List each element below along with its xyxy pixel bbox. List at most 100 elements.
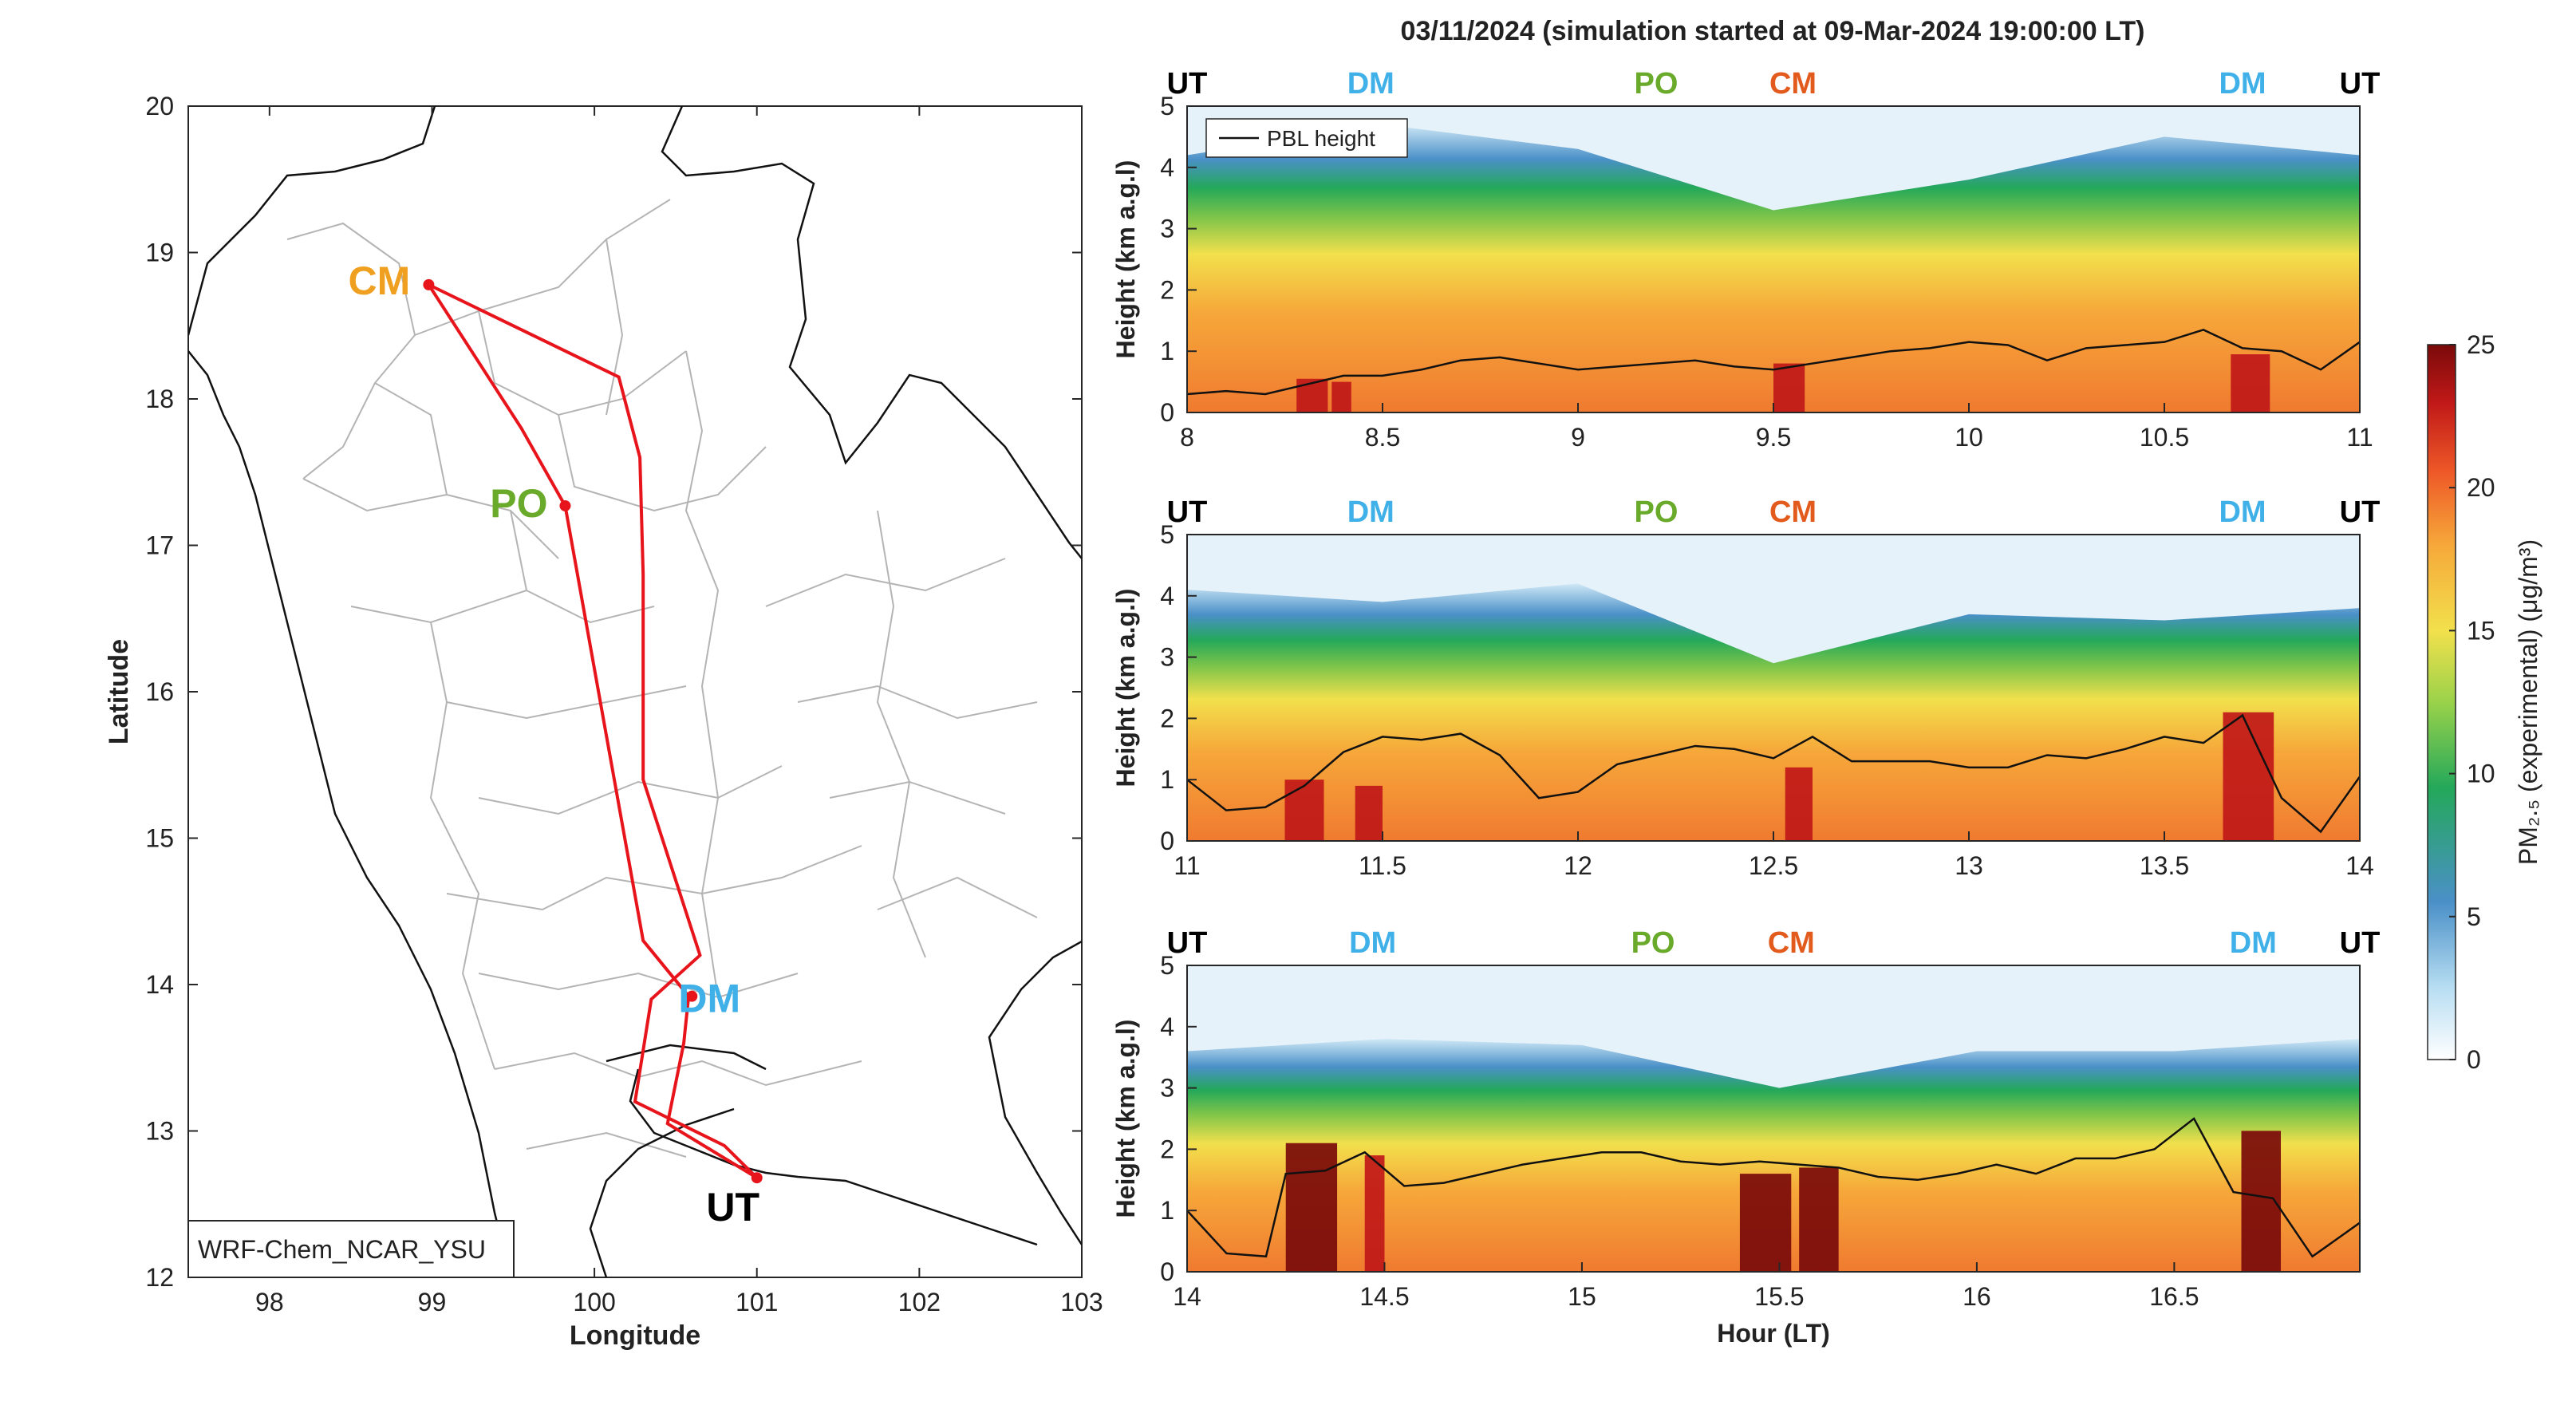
map-ytick-label: 19 (145, 239, 174, 267)
profile-xtick-label: 15 (1568, 1282, 1596, 1311)
profile-xlabel: Hour (LT) (1717, 1319, 1830, 1348)
station-marker-dm: DM (2219, 67, 2266, 101)
map-ytick-label: 13 (145, 1117, 174, 1146)
profile-xtick-label: 16 (1963, 1282, 1991, 1311)
profile-ylabel: Height (km a.g.l) (1111, 160, 1140, 359)
profile-ytick-label: 0 (1160, 1257, 1174, 1286)
station-label-dm: DM (678, 977, 740, 1021)
national-borders (188, 106, 1082, 1277)
map-xlabel: Longitude (570, 1320, 700, 1351)
colorbar-tick-label: 0 (2467, 1045, 2481, 1074)
legend-box (1205, 118, 1408, 158)
station-marker-cm: CM (1768, 926, 1815, 960)
station-marker-dm: DM (2219, 495, 2266, 529)
model-label: WRF-Chem_NCAR_YSU (198, 1235, 486, 1264)
profile-xtick-label: 16.5 (2149, 1282, 2199, 1311)
profile-ylabel: Height (km a.g.l) (1111, 589, 1140, 787)
colorbar-tick-label: 10 (2467, 760, 2495, 788)
profile-panel-3: 14 14.5 15 15.5 16 16.5 0 1 2 3 4 5 Height (km a.g.l… (1111, 926, 2380, 1348)
profile-xtick-label: 13.5 (2140, 851, 2189, 880)
profile-ytick-label: 4 (1160, 153, 1174, 182)
map-xtick-label: 101 (736, 1288, 778, 1316)
profile-legend: PBL height (1205, 118, 1408, 158)
profile-ytick-label: 1 (1160, 337, 1174, 365)
pm25-hotspot (1284, 780, 1324, 841)
map-ytick-label: 16 (145, 677, 174, 706)
station-label-cm: CM (348, 259, 410, 303)
polluted-layer (1187, 1039, 2360, 1272)
map-ytick-label: 20 (145, 92, 174, 120)
polluted-layer (1187, 124, 2360, 412)
map-ytick-label: 18 (145, 385, 174, 413)
map-ytick-label: 17 (145, 531, 174, 560)
map-ytick-label: 14 (145, 970, 174, 999)
pm25-hotspot (1799, 1167, 1839, 1272)
legend-entry-pbl: PBL height (1267, 126, 1375, 151)
colorbar-tick-label: 15 (2467, 616, 2495, 645)
pm25-hotspot (1785, 767, 1813, 841)
profile-xtick-label: 14 (1173, 1282, 1201, 1311)
profile-ytick-label: 1 (1160, 1196, 1174, 1225)
province-boundaries (286, 199, 1038, 1158)
map-xtick-label: 100 (573, 1288, 615, 1316)
pm25-hotspot (2223, 712, 2274, 841)
colorbar-scale (2427, 344, 2456, 1060)
profile-xtick-label: 13 (1955, 851, 1983, 880)
profile-ylabel: Height (km a.g.l) (1111, 1020, 1140, 1218)
colorbar-tick-label: 5 (2467, 902, 2481, 931)
profile-ytick-label: 2 (1160, 1135, 1174, 1163)
pm25-hotspot (1285, 1143, 1338, 1272)
profile-xtick-label: 12.5 (1749, 851, 1798, 880)
map-ylabel: Latitude (104, 639, 134, 744)
heatmap-field (1187, 535, 2360, 841)
figure-title: 03/11/2024 (simulation started at 09-Mar… (1401, 16, 2145, 46)
station-point-cm (423, 278, 435, 290)
pbl-height-line (1187, 328, 2360, 396)
profile-xtick-label: 8 (1180, 423, 1194, 452)
station-marker-po: PO (1635, 67, 1679, 101)
profile-xtick-label: 8.5 (1365, 423, 1400, 452)
profile-xtick-label: 9 (1571, 423, 1585, 452)
profile-ytick-label: 0 (1160, 827, 1174, 855)
station-marker-dm: DM (1347, 495, 1395, 529)
profile-xtick-label: 11 (2346, 423, 2373, 452)
station-marker-po: PO (1635, 495, 1679, 529)
pm25-hotspot (1364, 1155, 1385, 1272)
colorbar: 0 5 10 15 20 25 PM₂.₅ (experimental) (μg/m³) (2427, 330, 2542, 1074)
station-point-po (559, 499, 571, 511)
station-marker-po: PO (1631, 926, 1675, 960)
station-point-dm (686, 990, 698, 1002)
pbl-height-line (1187, 713, 2360, 834)
station-marker-cm: CM (1769, 67, 1817, 101)
pm25-hotspot (1296, 378, 1328, 412)
route-east-line (428, 283, 759, 1179)
map-ytick-label: 12 (145, 1263, 174, 1292)
map-xtick-label: 102 (898, 1288, 941, 1316)
station-label-po: PO (490, 481, 547, 526)
profile-ytick-label: 5 (1160, 92, 1174, 120)
pm25-hotspot (1773, 363, 1805, 412)
station-marker-dm: DM (1347, 67, 1395, 101)
station-marker-ut: UT (1167, 926, 1208, 960)
profile-frame (1186, 965, 2361, 1273)
profile-panel-1: 8 8.5 9 9.5 10 10.5 11 0 1 2 3 4 5 Height (km a.g.l) U… (1111, 67, 2380, 452)
profile-xtick-label: 10.5 (2140, 423, 2189, 452)
profile-xtick-label: 14 (2345, 851, 2374, 880)
colorbar-tick-label: 20 (2467, 473, 2495, 502)
profile-xtick-label: 12 (1564, 851, 1592, 880)
profile-ytick-label: 3 (1160, 215, 1174, 243)
model-label-box (187, 1220, 515, 1278)
heatmap-field (1187, 106, 2360, 412)
station-marker-ut: UT (2340, 926, 2381, 960)
station-label-ut: UT (706, 1185, 759, 1229)
route-west-line (427, 283, 758, 1179)
map-ytick-label: 15 (145, 824, 174, 853)
profile-ytick-label: 5 (1160, 951, 1174, 980)
map-panel: CM PO DM UT 98 99 100 101 102 103 12 13 14 15 16 17 18 1… (104, 92, 1103, 1351)
heatmap-field (1187, 965, 2360, 1272)
station-point-ut (751, 1172, 763, 1184)
profile-xtick-label: 11 (1174, 851, 1200, 880)
